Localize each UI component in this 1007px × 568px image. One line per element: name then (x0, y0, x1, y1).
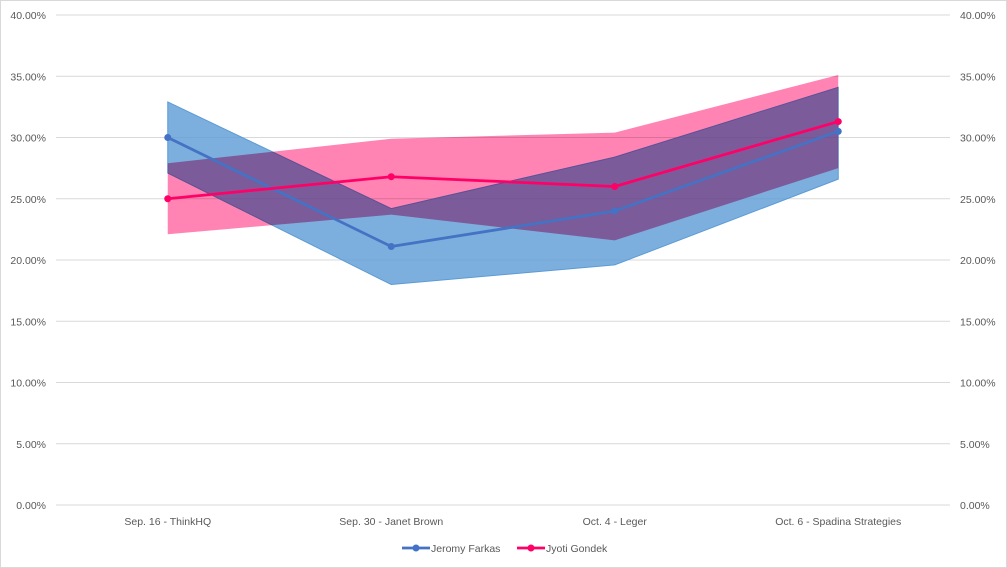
y-tick-label-right: 40.00% (960, 10, 996, 22)
legend-item-jyoti-gondek: Jyoti Gondek (517, 543, 608, 555)
y-tick-label-right: 35.00% (960, 71, 996, 83)
series-line-jyoti-gondek (167, 120, 839, 201)
y-tick-label-left: 40.00% (10, 10, 46, 22)
y-tick-label-left: 30.00% (10, 133, 46, 145)
y-tick-label-right: 25.00% (960, 194, 996, 206)
y-tick-label-left: 35.00% (10, 71, 46, 83)
legend-item-jeromy-farkas: Jeromy Farkas (402, 543, 500, 555)
x-tick-label: Sep. 30 - Janet Brown (339, 516, 443, 528)
y-tick-label-left: 0.00% (16, 500, 46, 512)
legend-label: Jyoti Gondek (546, 543, 608, 555)
y-tick-label-left: 10.00% (10, 378, 46, 390)
y-tick-label-right: 15.00% (960, 316, 996, 328)
data-point-jyoti-gondek (611, 183, 619, 190)
legend-swatch-marker (527, 544, 535, 552)
legend-swatch-marker (412, 544, 420, 552)
y-tick-label-right: 10.00% (960, 378, 996, 390)
y-tick-label-right: 0.00% (960, 500, 990, 512)
y-tick-label-left: 25.00% (10, 194, 46, 206)
x-axis: Sep. 16 - ThinkHQ Sep. 30 - Janet Brown Oc… (124, 516, 901, 528)
data-point-jeromy-farkas (834, 127, 842, 135)
y-axis-left: 0.00% 5.00% 10.00% 15.00% 20.00% 25.00% 30.00%… (10, 10, 46, 512)
y-tick-label-right: 20.00% (960, 255, 996, 267)
series-lines (164, 118, 842, 251)
y-tick-label-left: 15.00% (10, 316, 46, 328)
x-tick-label: Oct. 4 - Leger (583, 516, 648, 528)
data-point-jyoti-gondek (834, 118, 842, 126)
x-tick-label: Oct. 6 - Spadina Strategies (775, 516, 901, 528)
y-axis-right: 0.00% 5.00% 10.00% 15.00% 20.00% 25.00% 30.00%… (960, 10, 996, 512)
y-tick-label-right: 30.00% (960, 133, 996, 145)
legend: Jeromy Farkas Jyoti Gondek (402, 543, 608, 555)
series-line-jeromy-farkas (167, 130, 839, 248)
y-tick-label-right: 5.00% (960, 439, 990, 451)
data-point-jeromy-farkas (611, 207, 619, 215)
data-point-jyoti-gondek (164, 195, 172, 203)
confidence-band-jyoti-gondek (167, 75, 839, 241)
y-tick-label-left: 20.00% (10, 255, 46, 267)
y-tick-label-left: 5.00% (16, 439, 46, 451)
legend-label: Jeromy Farkas (431, 543, 500, 555)
data-point-jyoti-gondek (387, 173, 395, 181)
data-point-jeromy-farkas (164, 134, 172, 141)
x-tick-label: Sep. 16 - ThinkHQ (124, 516, 211, 528)
confidence-bands (167, 75, 839, 286)
data-point-jeromy-farkas (387, 243, 395, 251)
